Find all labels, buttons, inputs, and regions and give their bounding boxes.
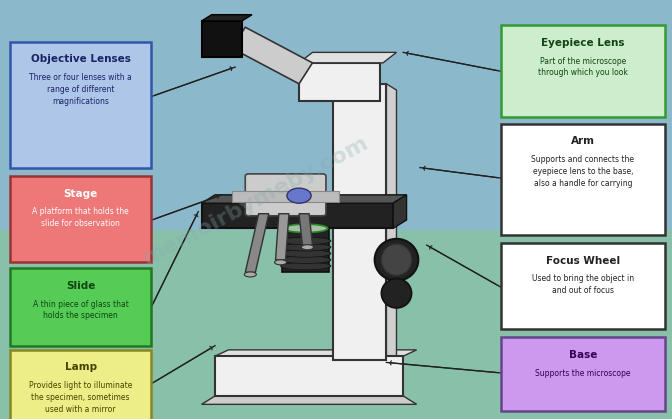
Text: Used to bring the object in
and out of focus: Used to bring the object in and out of f… — [532, 274, 634, 295]
FancyBboxPatch shape — [10, 350, 151, 419]
Ellipse shape — [274, 260, 286, 265]
Polygon shape — [202, 195, 407, 203]
FancyBboxPatch shape — [202, 21, 242, 57]
Text: Supports and connects the
eyepiece lens to the base,
also a handle for carrying: Supports and connects the eyepiece lens … — [532, 155, 634, 188]
FancyBboxPatch shape — [299, 63, 380, 101]
FancyBboxPatch shape — [333, 214, 386, 360]
FancyBboxPatch shape — [10, 176, 151, 262]
Ellipse shape — [281, 237, 331, 245]
Ellipse shape — [281, 262, 331, 270]
FancyBboxPatch shape — [10, 42, 151, 168]
Text: Base: Base — [569, 350, 597, 360]
Ellipse shape — [284, 224, 327, 233]
Polygon shape — [245, 214, 269, 272]
Polygon shape — [386, 84, 396, 220]
Text: A thin piece of glass that
holds the specimen: A thin piece of glass that holds the spe… — [33, 300, 128, 321]
Bar — [0, 230, 672, 419]
Text: Lamp: Lamp — [65, 362, 97, 372]
Text: Objective Lenses: Objective Lenses — [31, 54, 130, 65]
Text: Focus Wheel: Focus Wheel — [546, 256, 620, 266]
Ellipse shape — [301, 245, 313, 250]
Text: Stage: Stage — [64, 189, 97, 199]
FancyBboxPatch shape — [333, 84, 386, 214]
Polygon shape — [386, 214, 396, 367]
Polygon shape — [215, 350, 417, 356]
Circle shape — [287, 188, 311, 203]
Ellipse shape — [375, 239, 419, 281]
Text: Eyepiece Lens: Eyepiece Lens — [541, 38, 625, 48]
Polygon shape — [299, 52, 396, 63]
FancyBboxPatch shape — [282, 228, 329, 272]
Polygon shape — [202, 15, 252, 21]
Text: Part of the microscope
through which you look: Part of the microscope through which you… — [538, 57, 628, 78]
Polygon shape — [202, 396, 417, 404]
FancyBboxPatch shape — [501, 337, 665, 411]
FancyBboxPatch shape — [215, 356, 403, 396]
FancyBboxPatch shape — [501, 243, 665, 329]
Text: Provides light to illuminate
the specimen, sometimes
used with a mirror: Provides light to illuminate the specime… — [29, 381, 132, 414]
Ellipse shape — [281, 243, 331, 251]
Ellipse shape — [382, 279, 411, 308]
Polygon shape — [299, 214, 312, 245]
Text: Slide: Slide — [66, 281, 95, 291]
FancyBboxPatch shape — [501, 25, 665, 117]
Text: memoirbymeby.com: memoirbymeby.com — [139, 133, 372, 269]
FancyBboxPatch shape — [245, 174, 326, 216]
FancyBboxPatch shape — [202, 203, 393, 228]
Text: Three or four lenses with a
range of different
magnifications: Three or four lenses with a range of dif… — [30, 73, 132, 106]
Text: A platform that holds the
slide for observation: A platform that holds the slide for obse… — [32, 207, 129, 228]
FancyBboxPatch shape — [10, 268, 151, 346]
FancyBboxPatch shape — [501, 124, 665, 235]
Ellipse shape — [281, 256, 331, 264]
Text: Arm: Arm — [571, 136, 595, 146]
Polygon shape — [393, 195, 407, 228]
Ellipse shape — [382, 244, 411, 276]
Ellipse shape — [281, 250, 331, 257]
Polygon shape — [232, 27, 312, 84]
Text: Supports the microscope: Supports the microscope — [535, 369, 631, 378]
Bar — [0, 0, 672, 230]
FancyBboxPatch shape — [232, 191, 339, 202]
Ellipse shape — [244, 272, 256, 277]
Polygon shape — [276, 214, 289, 260]
